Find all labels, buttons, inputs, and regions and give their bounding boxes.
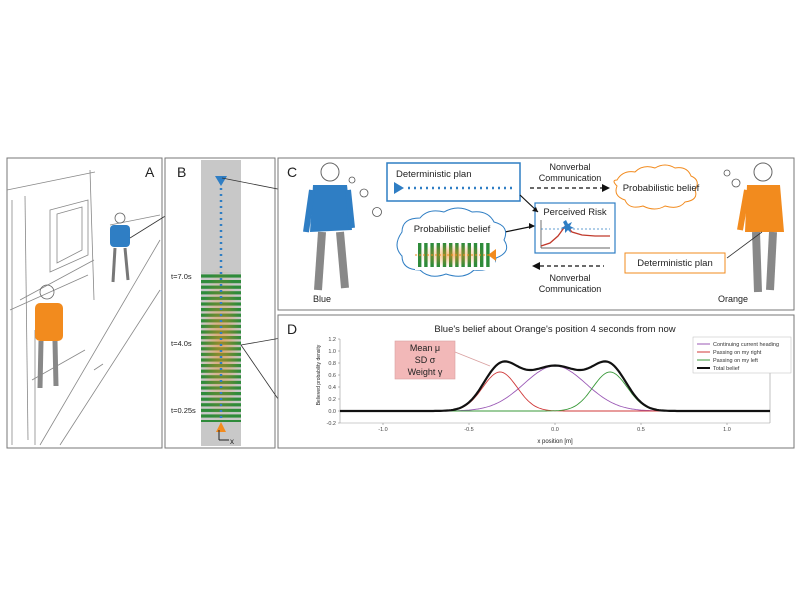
y-tick-label: 0.0 [328, 409, 336, 415]
panel-b-label: B [177, 164, 186, 180]
thought-bubble-dot [359, 188, 369, 198]
panel-a-frame [6, 157, 163, 449]
thought-bubble-dot [723, 169, 731, 177]
plan-risk-arrowhead [532, 207, 538, 212]
risk-label: Perceived Risk [543, 207, 607, 218]
thought-bubble-dot [372, 207, 382, 217]
blue-person [303, 162, 355, 291]
annotation-weight: Weight γ [408, 367, 443, 377]
comm-bottom-line2: Communication [539, 284, 602, 294]
belief-risk-arrowhead [529, 223, 535, 229]
panel-a-label: A [145, 164, 155, 180]
orange-belief-label: Probabilistic belief [623, 183, 700, 194]
y-axis-label: Believed probability density [316, 344, 322, 405]
blue-plan-label: Deterministic plan [396, 169, 472, 180]
time-label-4: t=4.0s [171, 339, 192, 348]
panel-d: D Blue's belief about Orange's position … [277, 314, 795, 449]
blue-belief-label: Probabilistic belief [414, 224, 491, 235]
y-tick-label: 0.6 [328, 373, 336, 379]
panel-b: B x t=7.0s t=4.0s t=0.25s [164, 157, 309, 449]
axis-label-x: x [230, 437, 234, 446]
blue-plan-marker [394, 182, 404, 194]
y-tick-label: -0.2 [327, 421, 336, 427]
orange-plan-connector [726, 231, 763, 259]
time-label-025: t=0.25s [171, 406, 196, 415]
belief-chart: -1.0 -0.5 0.0 0.5 1.0 -0.2 0.0 0.2 0.4 0.6 0.8 1.0 1… [327, 337, 771, 433]
comm-top-line2: Communication [539, 173, 602, 183]
thought-bubble-dot [731, 178, 741, 188]
annotation-pointer [454, 351, 491, 367]
annotation-mean: Mean μ [410, 343, 440, 353]
comm-bottom-line1: Nonverbal [549, 273, 590, 283]
comm-top-line1: Nonverbal [549, 162, 590, 172]
comm-bottom-arrowhead [532, 262, 540, 270]
panel-c-label: C [287, 164, 297, 180]
x-tick-label: 1.0 [723, 427, 731, 433]
panel-d-label: D [287, 321, 297, 337]
x-tick-label: -1.0 [378, 427, 387, 433]
blue-belief-stripes [415, 240, 496, 270]
y-tick-label: 0.8 [328, 361, 336, 367]
orange-marker [216, 422, 226, 432]
orange-plan-label: Deterministic plan [637, 258, 713, 269]
orange-pedestrian-small [35, 284, 63, 389]
legend-label: Continuing current heading [713, 342, 779, 348]
y-tick-label: 1.0 [328, 349, 336, 355]
thought-bubble-dot [348, 176, 356, 184]
x-tick-label: 0.0 [551, 427, 559, 433]
axis-arrow [218, 430, 229, 441]
orange-plan-box [624, 252, 726, 274]
blue-name: Blue [313, 294, 331, 304]
x-axis-label: x position [m] [537, 439, 573, 445]
panel-a: A [6, 157, 216, 449]
orange-belief-cloud [613, 164, 698, 210]
annotation-box [394, 340, 456, 380]
blue-pedestrian-small [110, 212, 130, 283]
x-tick-label: -0.5 [464, 427, 473, 433]
y-tick-label: 0.4 [328, 385, 336, 391]
x-tick-label: 0.5 [637, 427, 645, 433]
risk-box [534, 202, 616, 254]
y-tick-label: 0.2 [328, 397, 336, 403]
time-label-7: t=7.0s [171, 272, 192, 281]
annotation-sd: SD σ [415, 355, 436, 365]
legend-label: Total belief [713, 366, 740, 372]
blue-plan-box [386, 162, 521, 202]
y-tick-label: 1.2 [328, 337, 336, 343]
orange-name: Orange [718, 294, 748, 304]
series-line-total-belief [340, 360, 770, 413]
legend-label: Passing on my right [713, 350, 762, 356]
orange-person [737, 162, 784, 293]
legend: Continuing current heading Passing on my … [692, 336, 792, 374]
risk-mini-chart [540, 220, 610, 249]
street-sketch [6, 169, 161, 446]
comm-top-arrowhead [602, 184, 610, 192]
legend-label: Passing on my left [713, 358, 758, 364]
panel-c: C Blue Orange Deterministic plan [277, 157, 795, 311]
chart-title: Blue's belief about Orange's position 4 … [434, 324, 675, 335]
